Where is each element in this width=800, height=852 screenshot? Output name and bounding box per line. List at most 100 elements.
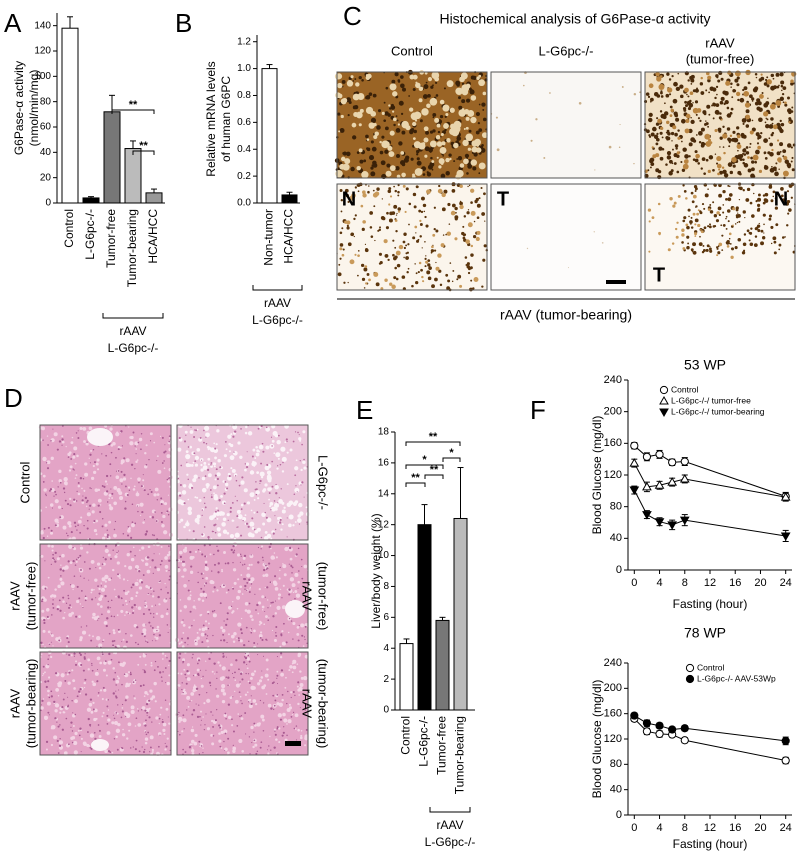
texture-dot [386,211,389,215]
texture-dot [438,184,441,188]
texture-dot [260,476,264,479]
texture-dot [439,147,447,154]
texture-dot [122,477,127,481]
y-axis-label: Blood Glucose (mg/dl) [590,680,604,799]
texture-dot [295,553,298,556]
texture-dot [202,747,204,749]
texture-dot [130,586,133,589]
texture-dot [211,670,214,673]
texture-dot [730,82,733,86]
texture-dot [194,517,200,523]
texture-dot [265,615,268,618]
texture-dot [157,666,159,668]
texture-dot [781,89,783,92]
region-marker: T [653,264,665,286]
texture-dot [375,282,380,287]
texture-dot [725,80,731,86]
texture-dot [232,744,234,746]
texture-dot [129,550,132,553]
texture-dot [754,72,758,76]
texture-dot [351,193,356,198]
legend-marker [659,408,669,418]
texture-dot [736,126,740,130]
texture-dot [280,672,284,677]
texture-dot [138,437,143,442]
micrograph-frame [336,183,488,291]
texture-dot [213,465,216,468]
texture-dot [179,484,182,487]
texture-dot [694,235,697,238]
texture-dot [191,743,193,745]
texture-dot [47,664,49,666]
texture-dot [442,234,445,236]
texture-dot [51,544,54,548]
texture-dot [784,101,787,105]
texture-dot [299,511,304,516]
texture-dot [204,566,207,568]
texture-dot [82,669,85,672]
texture-dot [731,157,737,163]
texture-dot [722,204,725,206]
texture-dot [210,447,215,453]
texture-dot [45,685,48,689]
texture-dot [666,87,673,93]
texture-dot [261,556,264,559]
texture-dot [201,509,204,511]
texture-dot [94,578,98,582]
micrograph-frame [176,543,309,649]
texture-dot [483,244,487,248]
texture-dot [247,525,250,528]
texture-dot [694,223,697,226]
texture-dot [716,246,719,249]
texture-dot [743,90,750,97]
texture-dot [294,728,297,730]
texture-dot [201,599,205,603]
texture-dot [65,645,68,648]
texture-dot [430,249,435,253]
texture-dot [686,235,690,239]
texture-dot [340,114,344,119]
texture-dot [93,528,97,533]
texture-dot [102,668,106,672]
texture-dot [246,566,250,570]
texture-dot [290,620,293,622]
vessel [285,600,305,618]
texture-dot [235,683,240,688]
texture-dot [266,586,269,589]
texture-dot [362,190,366,195]
texture-dot [240,574,243,576]
texture-dot [717,251,721,255]
texture-dot [95,462,99,466]
x-tick-label: 8 [682,822,688,834]
texture-dot [95,519,99,523]
vessel [87,428,113,446]
texture-dot [684,154,689,159]
texture-dot [125,632,127,635]
texture-dot [478,172,481,175]
texture-dot [101,697,104,701]
texture-dot [244,712,247,714]
texture-dot [232,640,236,643]
texture-dot [190,692,195,696]
texture-dot [163,732,166,736]
texture-dot [162,671,164,673]
texture-dot [204,475,207,478]
texture-dot [423,210,426,213]
texture-dot [246,589,248,592]
texture-dot [183,525,186,529]
texture-dot [703,207,706,210]
texture-dot [246,663,248,666]
texture-dot [144,605,146,607]
texture-dot [427,263,431,267]
texture-dot [75,660,78,663]
texture-dot [137,606,142,610]
texture-dot [264,573,269,578]
texture-dot [141,511,144,514]
texture-dot [48,655,50,657]
legend-label: Control [697,662,725,672]
texture-dot [64,565,69,570]
texture-dot [147,545,151,549]
texture-dot [775,162,778,165]
texture-dot [223,639,226,642]
texture-dot [207,463,210,466]
